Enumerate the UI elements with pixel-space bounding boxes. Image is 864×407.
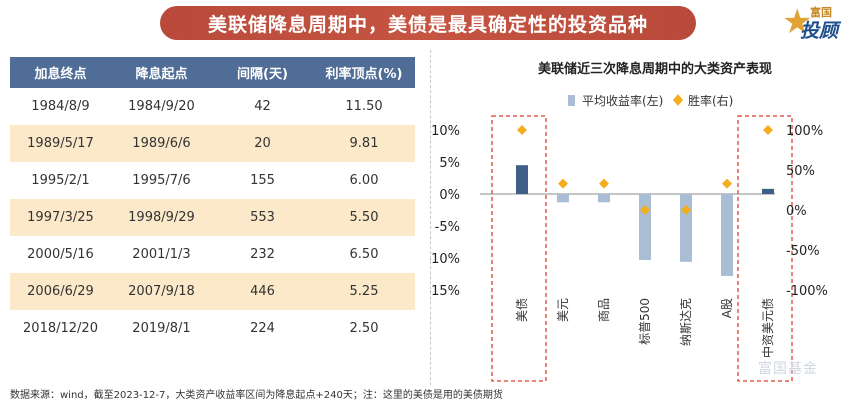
table-row: 2006/6/29 2007/9/18 446 5.25 xyxy=(10,273,415,310)
table-cell: 1997/3/25 xyxy=(10,199,111,236)
right-axis: 100% 50% 0% -50% -100% xyxy=(786,124,828,299)
win-rate-marker xyxy=(681,205,691,215)
left-axis-tick-label: 10% xyxy=(431,124,460,139)
category-label: 商品 xyxy=(596,298,611,322)
bar-series xyxy=(516,165,774,276)
left-axis: 10% 5% 0% -5% -10% -15% xyxy=(430,124,460,299)
bar xyxy=(639,194,651,260)
table-header-row: 加息终点 降息起点 间隔(天) 利率顶点(%) xyxy=(10,57,415,88)
table-cell: 1989/5/17 xyxy=(10,125,111,162)
table-cell: 5.50 xyxy=(313,199,415,236)
table-cell: 224 xyxy=(250,321,275,336)
category-label: 美元 xyxy=(556,298,570,322)
category-label: 标普500 xyxy=(638,298,652,345)
table-cell: 446 xyxy=(212,273,313,310)
table-row: 1995/2/1 1995/7/6 155 6.00 xyxy=(10,162,415,199)
table-cell: 1995/7/6 xyxy=(132,173,191,188)
category-axis: 美债 美元 商品 标普500 纳斯达克 A股 中资美元债 xyxy=(515,298,775,358)
page-title: 美联储降息周期中，美债是最具确定性的投资品种 xyxy=(207,13,648,36)
right-axis-tick-label: -100% xyxy=(786,284,828,299)
brand-logo-big-text: 投顾 xyxy=(800,20,839,42)
table-cell: 6.50 xyxy=(349,247,379,262)
table-row: 2018/12/20 2019/8/1 224 2.50 xyxy=(10,310,415,347)
rate-cycle-table: 加息终点 降息起点 间隔(天) 利率顶点(%) 1984/8/9 1984/9/… xyxy=(10,57,415,347)
right-axis-tick-label: 100% xyxy=(786,124,823,139)
table-row: 1997/3/25 1998/9/29 553 5.50 xyxy=(10,199,415,236)
bar xyxy=(762,188,774,194)
category-label: 中资美元债 xyxy=(760,298,775,358)
highlight-boxes xyxy=(491,115,793,382)
table-cell: 2006/6/29 xyxy=(10,273,111,310)
win-rate-marker xyxy=(558,178,568,189)
highlight-box xyxy=(737,115,793,382)
table-cell: 9.81 xyxy=(313,125,415,162)
bar xyxy=(680,194,692,262)
table-cell: 5.25 xyxy=(313,273,415,310)
table-cell: 42 xyxy=(254,99,271,114)
chart-title: 美联储近三次降息周期中的大类资产表现 xyxy=(538,61,772,77)
table-cell: 6.00 xyxy=(349,173,379,188)
right-axis-tick-label: 0% xyxy=(786,204,807,219)
watermark: 富国基金 xyxy=(758,361,818,377)
left-axis-tick-label: 5% xyxy=(439,156,460,171)
bar xyxy=(721,194,733,276)
table-cell: 2001/1/3 xyxy=(132,247,191,262)
section-divider xyxy=(430,50,431,385)
table-cell: 553 xyxy=(212,199,313,236)
chart-legend: 平均收益率(左) 胜率(右) xyxy=(568,93,733,108)
column-header: 加息终点 xyxy=(10,57,111,88)
category-label: 纳斯达克 xyxy=(679,298,693,346)
highlight-box xyxy=(491,115,547,382)
left-axis-tick-label: -10% xyxy=(430,252,460,267)
brand-logo: ★ 富国 投顾 xyxy=(782,2,862,42)
right-axis-tick-label: 50% xyxy=(786,164,815,179)
table-cell: 232 xyxy=(250,247,275,262)
brand-logo-small-text: 富国 xyxy=(810,6,832,19)
column-header: 降息起点 xyxy=(111,57,212,88)
table-row: 2000/5/16 2001/1/3 232 6.50 xyxy=(10,236,415,273)
table-row: 1989/5/17 1989/6/6 20 9.81 xyxy=(10,125,415,162)
bar xyxy=(557,194,569,203)
legend-marker-label: 胜率(右) xyxy=(688,93,733,108)
page-title-banner: 美联储降息周期中，美债是最具确定性的投资品种 xyxy=(160,6,696,40)
win-rate-marker xyxy=(722,178,732,189)
table-cell: 2000/5/16 xyxy=(27,247,94,262)
right-axis-tick-label: -50% xyxy=(786,244,820,259)
legend-bar-label: 平均收益率(左) xyxy=(582,93,663,108)
column-header: 间隔(天) xyxy=(212,57,313,88)
table-cell: 1984/8/9 xyxy=(31,99,90,114)
left-axis-tick-label: -15% xyxy=(430,284,460,299)
win-rate-marker xyxy=(640,205,650,215)
table-cell: 2.50 xyxy=(349,321,379,336)
marker-series xyxy=(517,125,773,215)
bar xyxy=(598,194,610,203)
win-rate-marker xyxy=(599,178,609,189)
bar xyxy=(516,165,528,194)
win-rate-marker xyxy=(517,125,527,135)
asset-performance-chart: 美联储近三次降息周期中的大类资产表现 平均收益率(左) 胜率(右) 10% 5% 0%… xyxy=(430,61,828,382)
legend-marker-swatch xyxy=(673,94,683,106)
column-header: 利率顶点(%) xyxy=(313,57,415,88)
table-cell: 1995/2/1 xyxy=(31,173,90,188)
table-cell: 2007/9/18 xyxy=(111,273,212,310)
table-cell: 1984/9/20 xyxy=(128,99,195,114)
win-rate-marker xyxy=(763,125,773,135)
category-label: 美债 xyxy=(515,298,529,322)
star-icon: ★ xyxy=(782,2,813,42)
legend-bar-swatch xyxy=(568,95,575,106)
table-cell: 2018/12/20 xyxy=(23,321,98,336)
table-cell: 1998/9/29 xyxy=(111,199,212,236)
table-row: 1984/8/9 1984/9/20 42 11.50 xyxy=(10,88,415,125)
category-label: A股 xyxy=(720,298,734,318)
left-axis-tick-label: 0% xyxy=(439,188,460,203)
table-cell: 2019/8/1 xyxy=(132,321,191,336)
left-axis-tick-label: -5% xyxy=(435,220,460,235)
source-note: 数据来源：wind，截至2023-12-7，大类资产收益率区间为降息起点+240… xyxy=(10,390,503,401)
table-cell: 11.50 xyxy=(345,99,383,114)
table-cell: 1989/6/6 xyxy=(111,125,212,162)
table-cell: 20 xyxy=(212,125,313,162)
table-cell: 155 xyxy=(250,173,275,188)
